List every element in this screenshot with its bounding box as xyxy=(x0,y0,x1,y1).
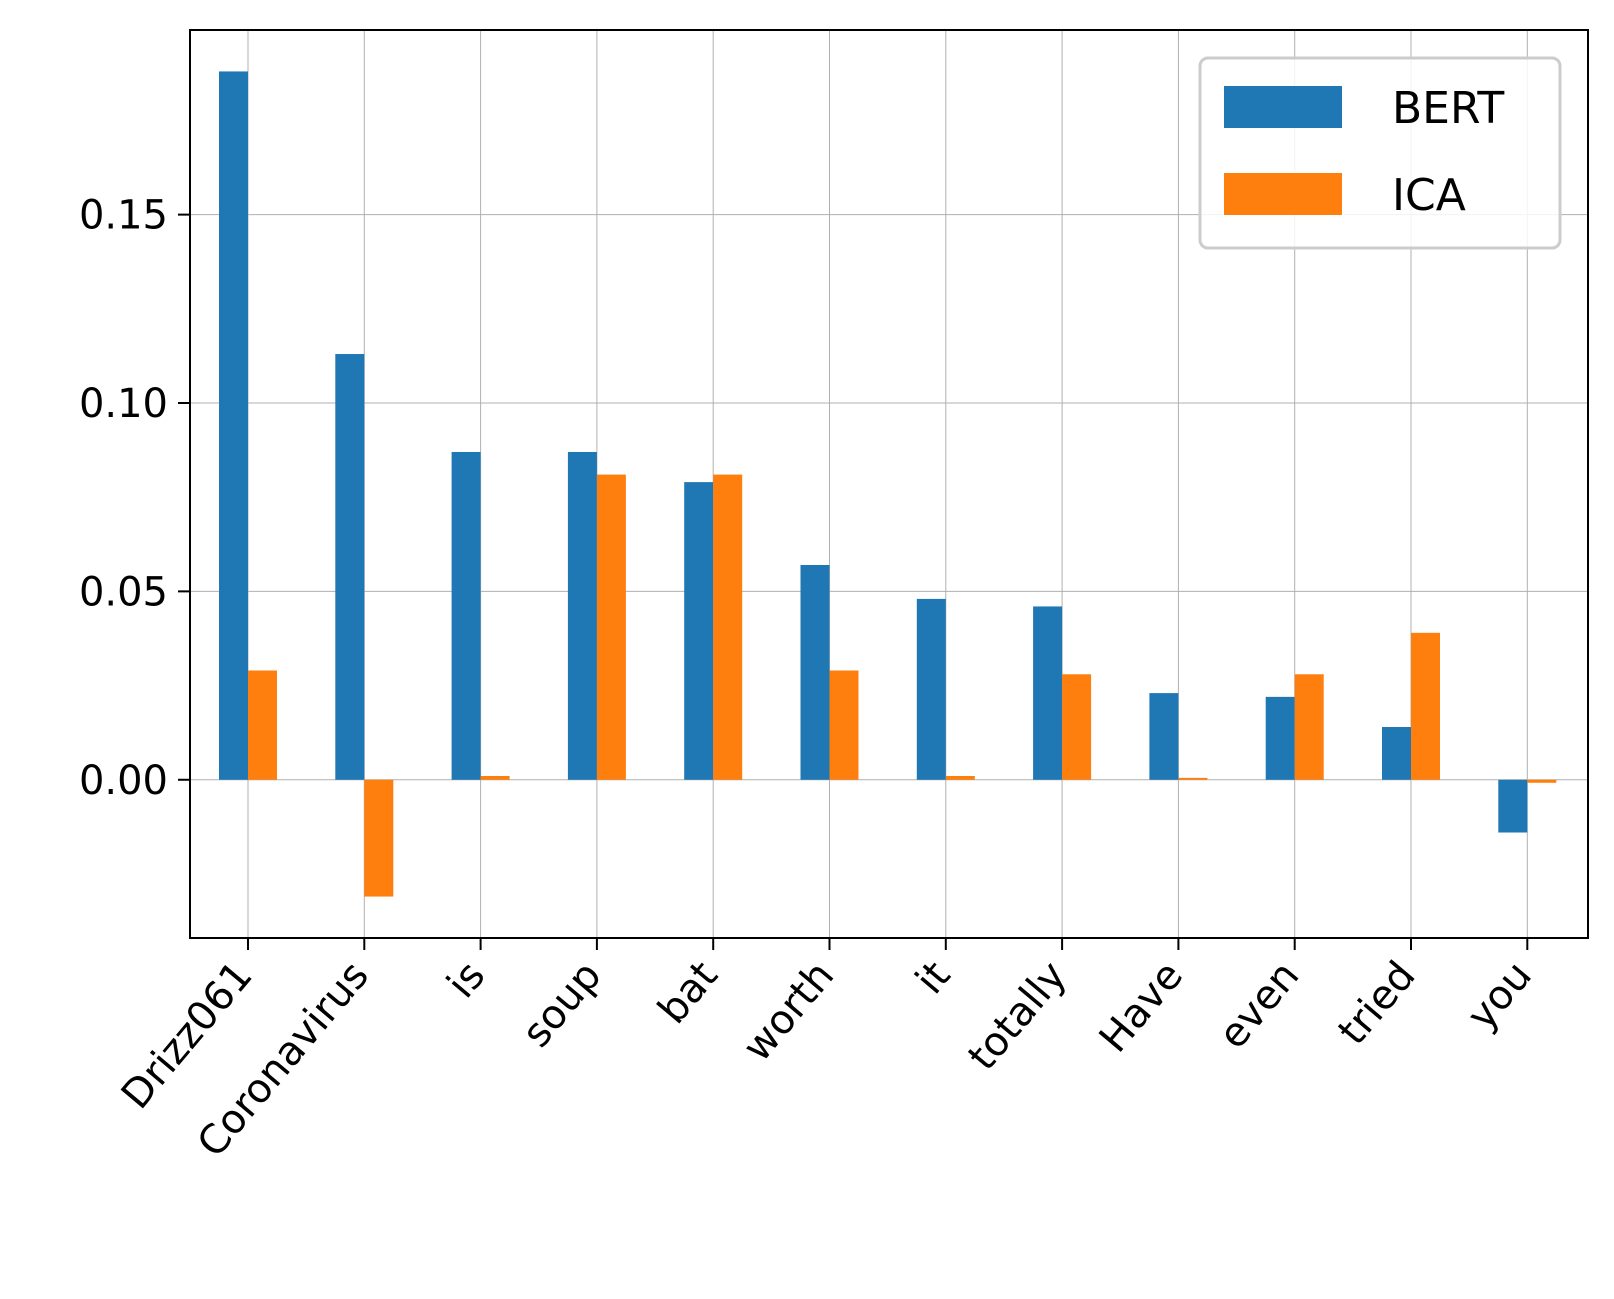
y-axis: 0.00 0.05 0.10 0.15 xyxy=(79,193,190,804)
bar-ica-coronavirus xyxy=(364,779,394,897)
bar-ica-is xyxy=(480,775,510,780)
bar-ica-bat xyxy=(713,474,743,780)
bar-bert-you xyxy=(1498,779,1528,833)
x-tick-label: you xyxy=(1458,953,1540,1039)
bar-bert-is xyxy=(451,451,481,780)
bar-ica-totally xyxy=(1062,674,1092,780)
x-tick-label: is xyxy=(438,953,494,1007)
bar-ica-have xyxy=(1178,777,1208,780)
bar-bert-coronavirus xyxy=(335,354,365,780)
bar-bert-totally xyxy=(1033,606,1063,780)
bars xyxy=(219,71,1557,897)
plot-area-frame xyxy=(189,29,1589,939)
bar-bert-even xyxy=(1265,696,1295,780)
bar-ica-it xyxy=(945,775,975,780)
x-tick-label: bat xyxy=(649,953,726,1033)
legend-swatch-bert xyxy=(1224,86,1342,128)
bar-ica-soup xyxy=(596,474,626,780)
y-tick-label: 0.00 xyxy=(79,758,168,804)
y-tick-label: 0.05 xyxy=(79,569,168,615)
legend-label-ica: ICA xyxy=(1392,170,1466,221)
bar-ica-worth xyxy=(829,670,859,780)
y-tick-label: 0.15 xyxy=(79,193,168,239)
bar-ica-you xyxy=(1527,779,1557,783)
y-tick-label: 0.10 xyxy=(79,381,168,427)
bar-bert-soup xyxy=(567,451,597,780)
legend-swatch-ica xyxy=(1224,173,1342,215)
bar-bert-tried xyxy=(1382,727,1411,780)
bar-ica-tried xyxy=(1411,632,1440,780)
legend-label-bert: BERT xyxy=(1392,83,1504,134)
x-tick-label: it xyxy=(907,953,959,1003)
x-tick-label: tried xyxy=(1329,953,1424,1054)
bar-bert-bat xyxy=(684,482,714,780)
x-tick-label: worth xyxy=(734,953,843,1070)
bar-ica-even xyxy=(1294,674,1324,780)
bar-ica-drizz061 xyxy=(248,670,277,780)
x-tick-label: totally xyxy=(959,953,1075,1079)
legend: BERT ICA xyxy=(1198,56,1562,250)
bar-bert-it xyxy=(916,598,946,780)
x-tick-label: soup xyxy=(514,953,611,1056)
x-tick-label: Have xyxy=(1091,953,1192,1061)
bar-bert-drizz061 xyxy=(219,71,248,780)
x-tick-label: even xyxy=(1210,953,1308,1058)
bar-bert-have xyxy=(1149,693,1179,780)
bar-bert-worth xyxy=(800,565,830,780)
